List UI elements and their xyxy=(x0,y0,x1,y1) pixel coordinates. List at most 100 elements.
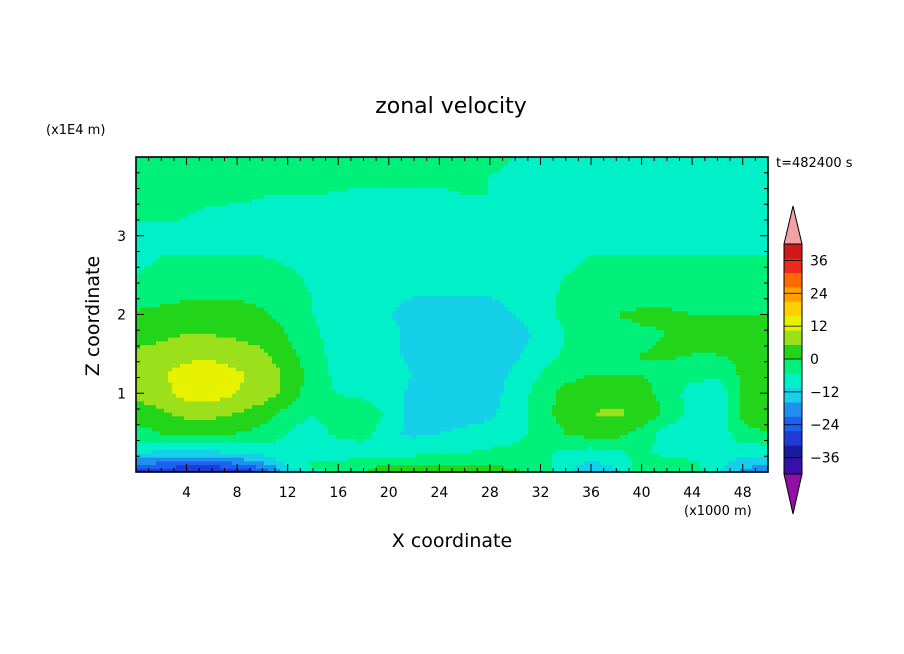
contour-cell xyxy=(528,457,533,462)
contour-cell xyxy=(700,389,705,394)
contour-cell xyxy=(180,438,185,443)
contour-cell xyxy=(168,355,173,361)
contour-cell xyxy=(424,419,429,424)
contour-cell xyxy=(676,438,681,443)
contour-cell xyxy=(644,359,649,364)
contour-cell xyxy=(252,434,257,439)
contour-cell xyxy=(716,374,721,379)
contour-cell xyxy=(564,468,569,473)
contour-cell xyxy=(572,430,577,436)
contour-cell xyxy=(200,382,205,387)
contour-cell xyxy=(272,457,277,462)
contour-cell xyxy=(388,408,393,413)
contour-cell xyxy=(208,423,213,428)
contour-cell xyxy=(592,389,597,394)
contour-cell xyxy=(500,434,505,439)
contour-cell xyxy=(704,419,709,424)
contour-cell xyxy=(356,389,361,394)
contour-cell xyxy=(520,427,525,432)
contour-cell xyxy=(296,464,301,469)
contour-cell xyxy=(296,468,301,473)
contour-cell xyxy=(144,352,149,357)
contour-cell xyxy=(164,434,169,439)
contour-cell xyxy=(744,453,749,458)
contour-cell xyxy=(436,427,441,432)
contour-cell xyxy=(608,468,613,473)
contour-cell xyxy=(228,442,233,447)
contour-cell xyxy=(192,468,197,473)
contour-cell xyxy=(392,423,397,428)
contour-cell xyxy=(440,355,445,361)
contour-cell xyxy=(204,438,209,443)
contour-cell xyxy=(296,400,301,406)
contour-cell xyxy=(152,408,157,413)
contour-cell xyxy=(208,468,213,473)
contour-cell xyxy=(436,397,441,402)
contour-cell xyxy=(484,397,489,402)
contour-cell xyxy=(480,355,485,361)
contour-cell xyxy=(316,442,321,447)
contour-cell xyxy=(192,374,197,379)
contour-cell xyxy=(376,404,381,409)
contour-cell xyxy=(708,355,713,361)
contour-cell xyxy=(652,438,657,443)
contour-cell xyxy=(680,374,685,379)
contour-cell xyxy=(324,359,329,364)
contour-cell xyxy=(476,374,481,379)
contour-cell xyxy=(760,438,765,443)
contour-cell xyxy=(600,445,605,451)
contour-cell xyxy=(468,382,473,387)
contour-cell xyxy=(564,423,569,428)
contour-cell xyxy=(468,378,473,383)
contour-cell xyxy=(568,404,573,409)
contour-cell xyxy=(280,449,285,454)
contour-cell xyxy=(736,408,741,413)
contour-cell xyxy=(756,419,761,424)
contour-cell xyxy=(484,453,489,458)
contour-cell xyxy=(628,359,633,364)
contour-cell xyxy=(484,427,489,432)
contour-cell xyxy=(612,355,617,361)
contour-cell xyxy=(332,355,337,361)
contour-cell xyxy=(536,434,541,439)
contour-cell xyxy=(720,363,725,368)
contour-cell xyxy=(716,400,721,406)
contour-cell xyxy=(168,460,173,466)
contour-cell xyxy=(140,430,145,436)
contour-cell xyxy=(588,468,593,473)
contour-cell xyxy=(580,412,585,417)
contour-cell xyxy=(316,400,321,406)
contour-cell xyxy=(568,419,573,424)
contour-cell xyxy=(680,423,685,428)
contour-cell xyxy=(424,457,429,462)
contour-cell xyxy=(744,404,749,409)
contour-cell xyxy=(740,457,745,462)
contour-cell xyxy=(496,370,501,376)
contour-cell xyxy=(248,355,253,361)
contour-cell xyxy=(148,404,153,409)
contour-cell xyxy=(640,449,645,454)
contour-cell xyxy=(548,363,553,368)
contour-cell xyxy=(152,378,157,383)
contour-cell xyxy=(660,400,665,406)
contour-cell xyxy=(232,374,237,379)
contour-cell xyxy=(656,442,661,447)
contour-cell xyxy=(456,427,461,432)
contour-cell xyxy=(712,355,717,361)
contour-cell xyxy=(540,423,545,428)
contour-cell xyxy=(584,378,589,383)
contour-cell xyxy=(208,363,213,368)
contour-cell xyxy=(252,419,257,424)
contour-cell xyxy=(656,382,661,387)
contour-cell xyxy=(584,408,589,413)
contour-cell xyxy=(508,468,513,473)
contour-cell xyxy=(244,464,249,469)
contour-cell xyxy=(608,359,613,364)
contour-cell xyxy=(200,408,205,413)
contour-cell xyxy=(604,385,609,391)
contour-cell xyxy=(208,393,213,398)
contour-cell xyxy=(184,412,189,417)
contour-cell xyxy=(728,427,733,432)
contour-cell xyxy=(624,359,629,364)
contour-cell xyxy=(676,404,681,409)
